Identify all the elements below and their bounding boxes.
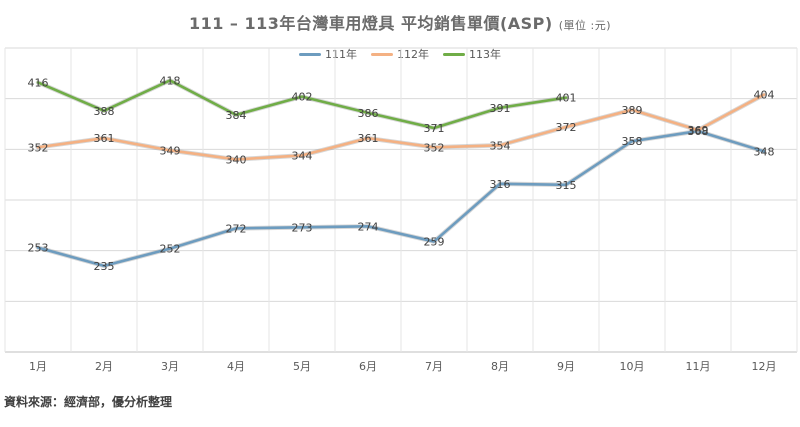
data-label: 391 [490, 102, 511, 115]
series-line-0 [36, 129, 766, 268]
legend-item: 111年 [299, 46, 357, 62]
chart-title-text: 111 – 113年台灣車用燈具 平均銷售單價(ASP) [188, 14, 553, 33]
source-note: 資料來源：經濟部，優分析整理 [4, 395, 173, 409]
data-label: 274 [358, 220, 379, 233]
legend-label: 112年 [397, 48, 429, 61]
series-line-1 [36, 93, 766, 161]
data-label: 386 [358, 107, 379, 120]
x-tick-label: 11月 [686, 360, 711, 373]
legend-item: 112年 [371, 46, 429, 62]
legend-swatch [299, 52, 321, 56]
legend-item: 113年 [443, 46, 501, 62]
x-tick-label: 9月 [557, 360, 575, 373]
x-tick-label: 5月 [293, 360, 311, 373]
data-label: 235 [94, 260, 115, 273]
data-label: 253 [28, 242, 49, 255]
data-label: 259 [424, 236, 445, 249]
data-label: 389 [622, 104, 643, 117]
data-label: 404 [754, 89, 775, 102]
x-tick-label: 6月 [359, 360, 377, 373]
x-tick-label: 2月 [95, 360, 113, 373]
legend-swatch [371, 52, 393, 56]
data-label: 384 [226, 109, 247, 122]
data-label: 349 [160, 144, 181, 157]
series-line-2 [36, 79, 568, 130]
data-label: 418 [160, 74, 181, 87]
data-label: 352 [424, 141, 445, 154]
x-tick-label: 10月 [620, 360, 645, 373]
x-tick-label: 1月 [29, 360, 47, 373]
chart-title: 111 – 113年台灣車用燈具 平均銷售單價(ASP) (單位 :元) [0, 10, 800, 34]
data-label: 388 [94, 105, 115, 118]
data-label: 354 [490, 139, 511, 152]
data-label: 371 [424, 122, 445, 135]
unit-note: (單位 :元) [558, 19, 612, 32]
data-label: 344 [292, 149, 313, 162]
data-label: 361 [358, 132, 379, 145]
data-label: 348 [754, 145, 775, 158]
x-tick-label: 8月 [491, 360, 509, 373]
data-label: 372 [556, 121, 577, 134]
x-tick-label: 4月 [227, 360, 245, 373]
data-label: 369 [688, 124, 709, 137]
data-label: 316 [490, 178, 511, 191]
data-label: 368 [688, 125, 709, 138]
x-tick-label: 3月 [161, 360, 179, 373]
x-tick-label: 12月 [752, 360, 777, 373]
x-tick-label: 7月 [425, 360, 443, 373]
data-label: 252 [160, 243, 181, 256]
data-label: 402 [292, 91, 313, 104]
data-label: 416 [28, 76, 49, 89]
data-label: 401 [556, 92, 577, 105]
data-label: 273 [292, 221, 313, 234]
legend-swatch [443, 52, 465, 56]
legend-label: 113年 [469, 48, 501, 61]
data-label: 340 [226, 153, 247, 166]
data-label: 352 [28, 141, 49, 154]
chart-legend: 111年 112年 113年 [0, 46, 800, 62]
data-label: 272 [226, 222, 247, 235]
legend-label: 111年 [325, 48, 357, 61]
data-label: 358 [622, 135, 643, 148]
data-label: 315 [556, 179, 577, 192]
data-label: 361 [94, 132, 115, 145]
